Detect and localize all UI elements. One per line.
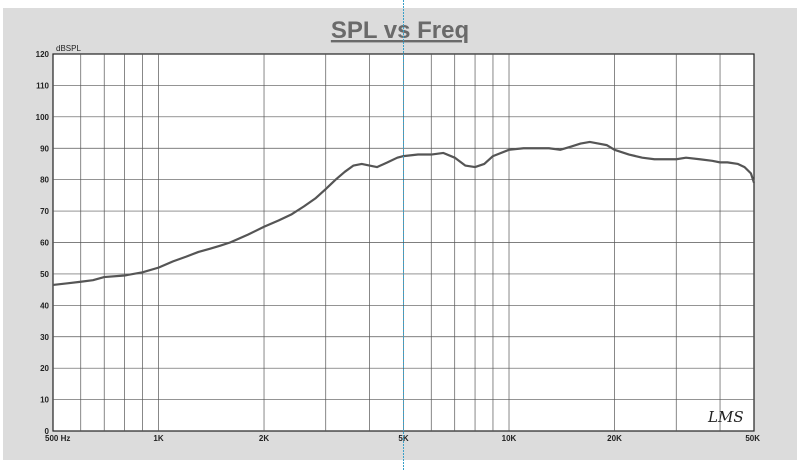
y-tick-label: 110 bbox=[36, 81, 49, 90]
spl-series-line bbox=[52, 140, 756, 287]
y-tick-label: 20 bbox=[40, 364, 49, 373]
y-tick-label: 90 bbox=[40, 144, 49, 153]
y-tick-label: 0 bbox=[45, 427, 50, 436]
y-tick-label: 100 bbox=[36, 113, 50, 122]
x-tick-label: 50K bbox=[745, 434, 760, 443]
x-tick-label: 20K bbox=[607, 434, 622, 443]
x-tick-label: 2K bbox=[259, 434, 269, 443]
y-tick-label: 30 bbox=[40, 333, 49, 342]
x-tick-label: 500 Hz bbox=[45, 434, 70, 443]
x-tick-label: 1K bbox=[153, 434, 163, 443]
x-tick-label: 10K bbox=[502, 434, 517, 443]
lms-watermark: LMS bbox=[707, 408, 744, 426]
y-tick-label: 70 bbox=[40, 207, 49, 216]
chart-title: SPL vs Freq bbox=[331, 17, 469, 44]
y-tick-label: 40 bbox=[40, 301, 49, 310]
y-tick-label: 120 bbox=[36, 50, 50, 59]
y-axis-label: dBSPL bbox=[56, 44, 81, 53]
y-tick-label: 50 bbox=[40, 270, 49, 279]
y-tick-label: 60 bbox=[40, 239, 49, 248]
x-tick-labels: 500 Hz 1K 2K 5K 10K 20K 50K bbox=[45, 434, 760, 443]
y-tick-label: 80 bbox=[40, 176, 49, 185]
y-tick-labels: 0 10 20 30 40 50 60 70 80 90 100 110 120 bbox=[36, 50, 50, 436]
y-tick-label: 10 bbox=[40, 396, 49, 405]
